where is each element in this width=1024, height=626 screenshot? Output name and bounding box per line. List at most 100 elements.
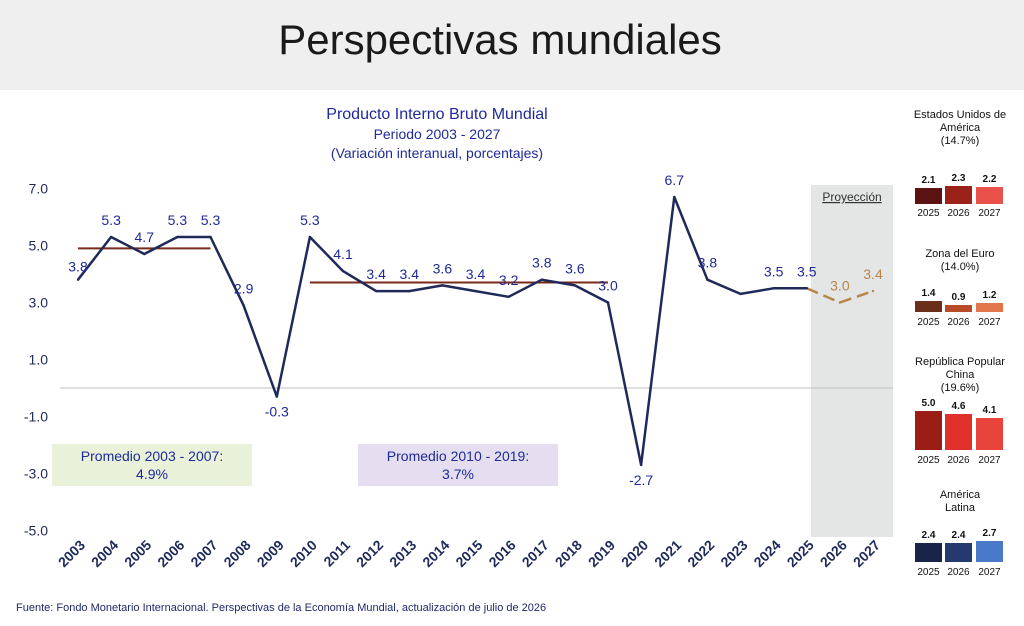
- x-tick-label: 2012: [353, 537, 386, 570]
- data-point: [573, 284, 577, 287]
- region-bar-year: 2027: [978, 208, 1001, 219]
- main-gdp-chart: Producto Interno Bruto Mundial Periodo 20…: [24, 106, 893, 570]
- x-tick-label: 2010: [287, 537, 320, 570]
- x-tick-label: 2023: [717, 537, 750, 570]
- region-bar: [915, 411, 942, 450]
- region-bar-year: 2025: [917, 317, 940, 328]
- average-box: [358, 444, 558, 486]
- x-tick-label: 2014: [419, 537, 452, 570]
- x-tick-label: 2008: [220, 537, 253, 570]
- x-tick-label: 2021: [651, 537, 684, 570]
- data-point: [275, 395, 278, 398]
- x-tick-label: 2019: [585, 537, 618, 570]
- region-title: América Latina: [900, 489, 1020, 515]
- y-tick-label: 5.0: [29, 238, 49, 254]
- region-bar-value: 4.1: [982, 405, 997, 417]
- region-bar: [915, 187, 942, 204]
- region-title-line: República Popular: [915, 356, 1005, 368]
- x-tick-label: 2020: [618, 537, 651, 570]
- x-tick-label: 2006: [154, 537, 187, 570]
- data-point: [474, 289, 477, 293]
- data-label: 3.4: [863, 266, 883, 282]
- data-point: [209, 235, 212, 239]
- x-tick-label: 2025: [784, 537, 817, 570]
- gdp-line-historical: [77, 195, 807, 467]
- average-box-label: Promedio 2003 - 2007:: [81, 448, 223, 464]
- data-point: [639, 463, 643, 467]
- data-point: [706, 278, 709, 281]
- average-box-value: 3.7%: [442, 466, 474, 482]
- data-label: 2.9: [234, 280, 254, 296]
- data-label: 3.2: [499, 272, 519, 288]
- data-label: 3.4: [466, 266, 486, 282]
- region-bar: [915, 301, 942, 312]
- data-label: 4.7: [135, 229, 155, 245]
- average-box: [52, 444, 252, 486]
- data-label: 5.3: [101, 212, 121, 228]
- region-title: República Popular China (19.6%): [900, 356, 1020, 395]
- data-label: 3.6: [565, 260, 585, 276]
- data-label: 3.0: [598, 278, 618, 294]
- projection-label: Proyección: [822, 190, 881, 204]
- y-tick-label: -1.0: [24, 409, 48, 425]
- region-bar-value: 0.9: [951, 291, 966, 303]
- region-title: Zona del Euro (14.0%): [900, 248, 1020, 274]
- region-bar-value: 1.4: [921, 288, 936, 300]
- x-tick-label: 2022: [684, 537, 717, 570]
- region-bar-value: 1.2: [982, 289, 997, 301]
- region-bar-year: 2027: [978, 455, 1001, 466]
- region-bar-year: 2027: [978, 567, 1001, 578]
- data-label: 3.5: [764, 263, 784, 279]
- data-point: [838, 301, 842, 304]
- data-label: 3.8: [532, 255, 552, 271]
- data-label: 3.8: [68, 259, 88, 275]
- data-label: 3.6: [433, 260, 453, 276]
- region-bar-value: 2.7: [982, 527, 997, 539]
- data-label: -2.7: [629, 472, 653, 488]
- data-label: 5.3: [300, 212, 320, 228]
- data-point: [606, 301, 610, 304]
- region-bar: [976, 540, 1003, 562]
- x-tick-label: 2016: [485, 537, 518, 570]
- data-label: 5.3: [168, 212, 188, 228]
- region-bar: [945, 186, 972, 204]
- region-bar: [915, 543, 942, 562]
- x-tick-label: 2005: [121, 537, 154, 570]
- region-bar: [976, 186, 1003, 204]
- region-bar-value: 2.2: [982, 173, 997, 185]
- region-bar: [976, 418, 1003, 450]
- region-title-line: Zona del Euro: [925, 248, 995, 260]
- y-tick-label: 7.0: [29, 181, 49, 197]
- data-point: [673, 195, 676, 199]
- page-title: Perspectivas mundiales: [278, 16, 722, 63]
- region-title: Estados Unidos de América (14.7%): [900, 109, 1020, 148]
- data-point: [341, 269, 345, 273]
- x-tick-label: 2003: [55, 537, 88, 570]
- region-bar-year: 2025: [917, 567, 940, 578]
- x-tick-label: 2011: [320, 537, 353, 570]
- y-tick-label: -5.0: [24, 523, 48, 539]
- region-bar-value: 5.0: [921, 398, 936, 409]
- data-point: [805, 287, 808, 290]
- region-bar-year: 2027: [978, 317, 1001, 328]
- region-title-line: Estados Unidos de: [913, 109, 1007, 121]
- region-bar-year: 2025: [917, 208, 940, 219]
- region-title-line: (19.6%): [940, 382, 980, 394]
- data-point: [772, 287, 775, 290]
- data-label: 3.4: [400, 266, 420, 282]
- data-point: [76, 278, 80, 281]
- x-tick-label: 2015: [452, 537, 485, 570]
- data-point: [176, 235, 179, 239]
- region-title-line: América: [939, 122, 981, 134]
- data-point: [109, 235, 113, 239]
- region-bar: [945, 414, 972, 450]
- region-bar: [945, 304, 972, 312]
- data-label: 3.8: [698, 255, 718, 271]
- data-label: 5.3: [201, 212, 221, 228]
- y-tick-label: 3.0: [29, 295, 49, 311]
- header-bar: Perspectivas mundiales: [0, 0, 1024, 90]
- data-label: 3.4: [366, 266, 386, 282]
- source-note: Fuente: Fondo Monetario Internacional. P…: [16, 602, 547, 614]
- x-tick-label: 2009: [254, 537, 287, 570]
- region-bar-value: 2.4: [921, 530, 936, 542]
